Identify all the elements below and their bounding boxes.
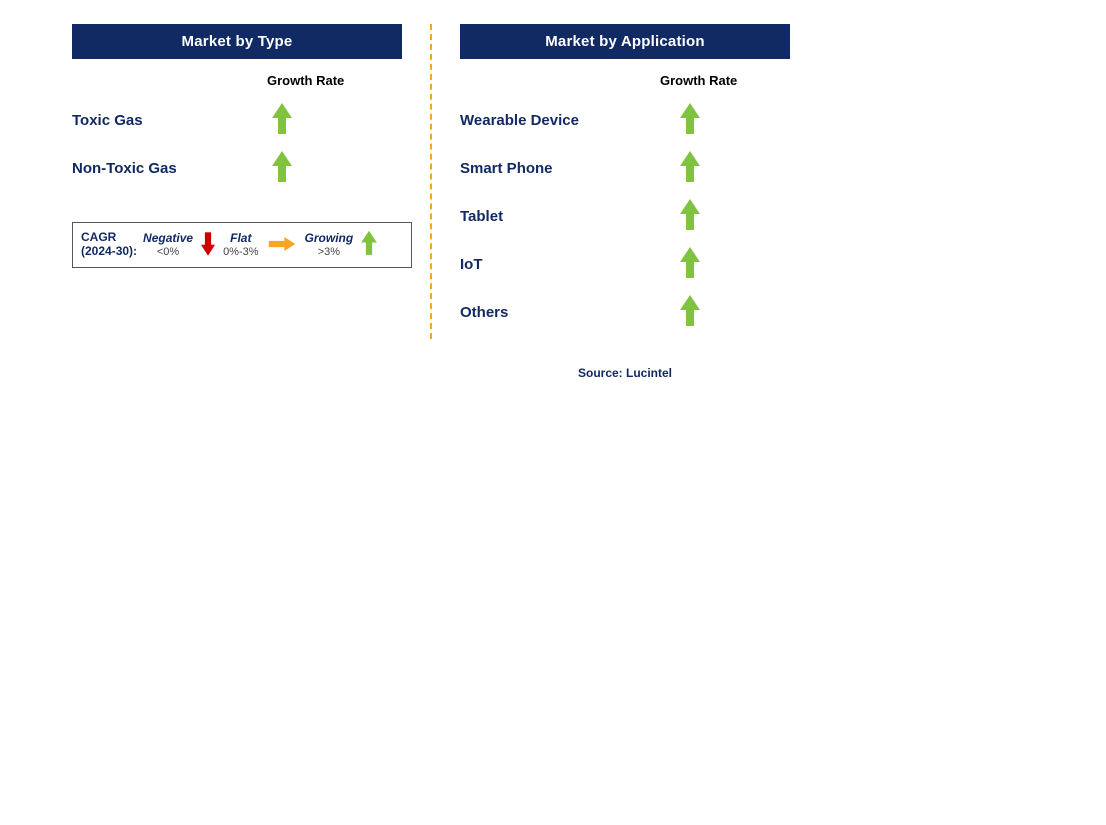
vertical-divider	[430, 24, 432, 339]
legend-cagr-line2: (2024-30):	[81, 244, 137, 258]
growth-rate-label: Growth Rate	[72, 73, 402, 88]
data-row: Others	[460, 288, 790, 336]
arrow-growing-icon	[660, 103, 720, 137]
data-row: Wearable Device	[460, 96, 790, 144]
panel-header-type: Market by Type	[72, 24, 402, 59]
arrow-growing-icon	[252, 151, 312, 185]
growth-rate-label: Growth Rate	[460, 73, 790, 88]
legend-growing-label: Growing	[305, 231, 354, 245]
legend-flat-label: Flat	[230, 231, 251, 245]
legend-flat-range: 0%-3%	[223, 246, 258, 258]
row-label: Non-Toxic Gas	[72, 160, 252, 177]
legend-negative-label: Negative	[143, 231, 193, 245]
panel-market-by-type: Market by Type Growth Rate Toxic Gas Non-…	[72, 24, 402, 268]
type-rows: Toxic Gas Non-Toxic Gas	[72, 96, 402, 192]
panel-market-by-application: Market by Application Growth Rate Wearab…	[460, 24, 790, 380]
data-row: Toxic Gas	[72, 96, 402, 144]
legend-negative: Negative <0%	[143, 231, 193, 258]
row-label: Tablet	[460, 208, 660, 225]
arrow-down-icon	[201, 232, 215, 255]
panel-header-application: Market by Application	[460, 24, 790, 59]
legend-growing-range: >3%	[318, 246, 340, 258]
legend-box: CAGR (2024-30): Negative <0% Flat 0%-3% …	[72, 222, 412, 268]
data-row: Non-Toxic Gas	[72, 144, 402, 192]
row-label: Others	[460, 304, 660, 321]
arrow-growing-icon	[252, 103, 312, 137]
legend-cagr-label: CAGR (2024-30):	[81, 230, 137, 258]
source-label: Source: Lucintel	[460, 366, 790, 380]
arrow-growing-icon	[660, 151, 720, 185]
row-label: Toxic Gas	[72, 112, 252, 129]
infographic-container: Market by Type Growth Rate Toxic Gas Non-…	[0, 0, 1106, 380]
application-rows: Wearable Device Smart Phone Tablet IoT Other…	[460, 96, 790, 336]
arrow-growing-icon	[660, 295, 720, 329]
arrow-growing-icon	[660, 247, 720, 281]
arrow-growing-icon	[660, 199, 720, 233]
panels-row: Market by Type Growth Rate Toxic Gas Non-…	[72, 24, 1106, 380]
row-label: Smart Phone	[460, 160, 660, 177]
arrow-right-icon	[268, 237, 295, 251]
row-label: Wearable Device	[460, 112, 660, 129]
data-row: IoT	[460, 240, 790, 288]
legend-flat: Flat 0%-3%	[223, 231, 258, 258]
row-label: IoT	[460, 256, 660, 273]
legend-cagr-line1: CAGR	[81, 230, 116, 244]
data-row: Smart Phone	[460, 144, 790, 192]
data-row: Tablet	[460, 192, 790, 240]
arrow-up-icon	[361, 231, 377, 258]
legend-growing: Growing >3%	[305, 231, 354, 258]
legend-negative-range: <0%	[157, 246, 179, 258]
